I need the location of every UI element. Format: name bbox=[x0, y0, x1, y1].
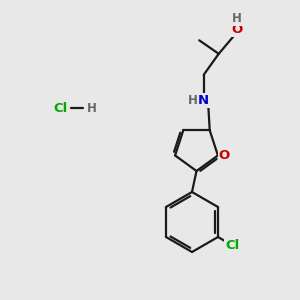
Text: H: H bbox=[232, 12, 242, 25]
Text: H: H bbox=[87, 101, 96, 115]
Text: O: O bbox=[219, 149, 230, 162]
Text: H: H bbox=[188, 94, 198, 107]
Text: Cl: Cl bbox=[225, 239, 239, 252]
Text: N: N bbox=[198, 94, 209, 107]
Text: O: O bbox=[231, 23, 242, 36]
Text: Cl: Cl bbox=[53, 101, 67, 115]
